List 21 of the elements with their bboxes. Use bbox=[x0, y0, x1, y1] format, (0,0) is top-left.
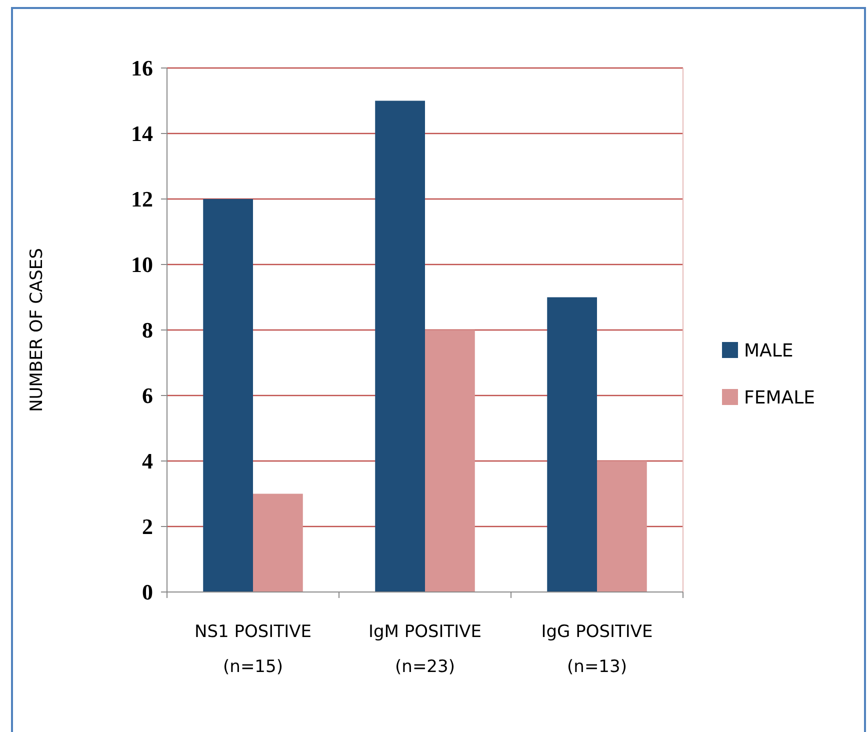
legend-label: MALE bbox=[744, 340, 794, 362]
y-tick-label: 12 bbox=[131, 186, 153, 212]
x-tick-label: NS1 POSITIVE (n=15) bbox=[194, 622, 312, 677]
bar bbox=[597, 461, 647, 592]
y-tick-label: 0 bbox=[142, 580, 153, 605]
y-tick-label: 2 bbox=[142, 514, 153, 540]
x-tick-label: IgG POSITIVE (n=13) bbox=[541, 622, 653, 677]
y-tick-label: 14 bbox=[131, 121, 153, 146]
y-axis-title: NUMBER OF CASES bbox=[27, 248, 47, 412]
legend-label: FEMALE bbox=[744, 387, 815, 408]
bar bbox=[425, 330, 475, 592]
y-tick-label: 8 bbox=[142, 318, 153, 343]
x-tick-label: IgM POSITIVE (n=23) bbox=[368, 622, 482, 677]
y-tick-label: 10 bbox=[131, 252, 153, 278]
bar bbox=[203, 199, 253, 592]
bar bbox=[547, 297, 597, 592]
bar bbox=[375, 100, 425, 592]
y-tick-label: 6 bbox=[142, 383, 153, 408]
bar bbox=[253, 494, 303, 592]
y-tick-label: 16 bbox=[131, 56, 153, 81]
y-tick-label: 4 bbox=[142, 448, 153, 474]
